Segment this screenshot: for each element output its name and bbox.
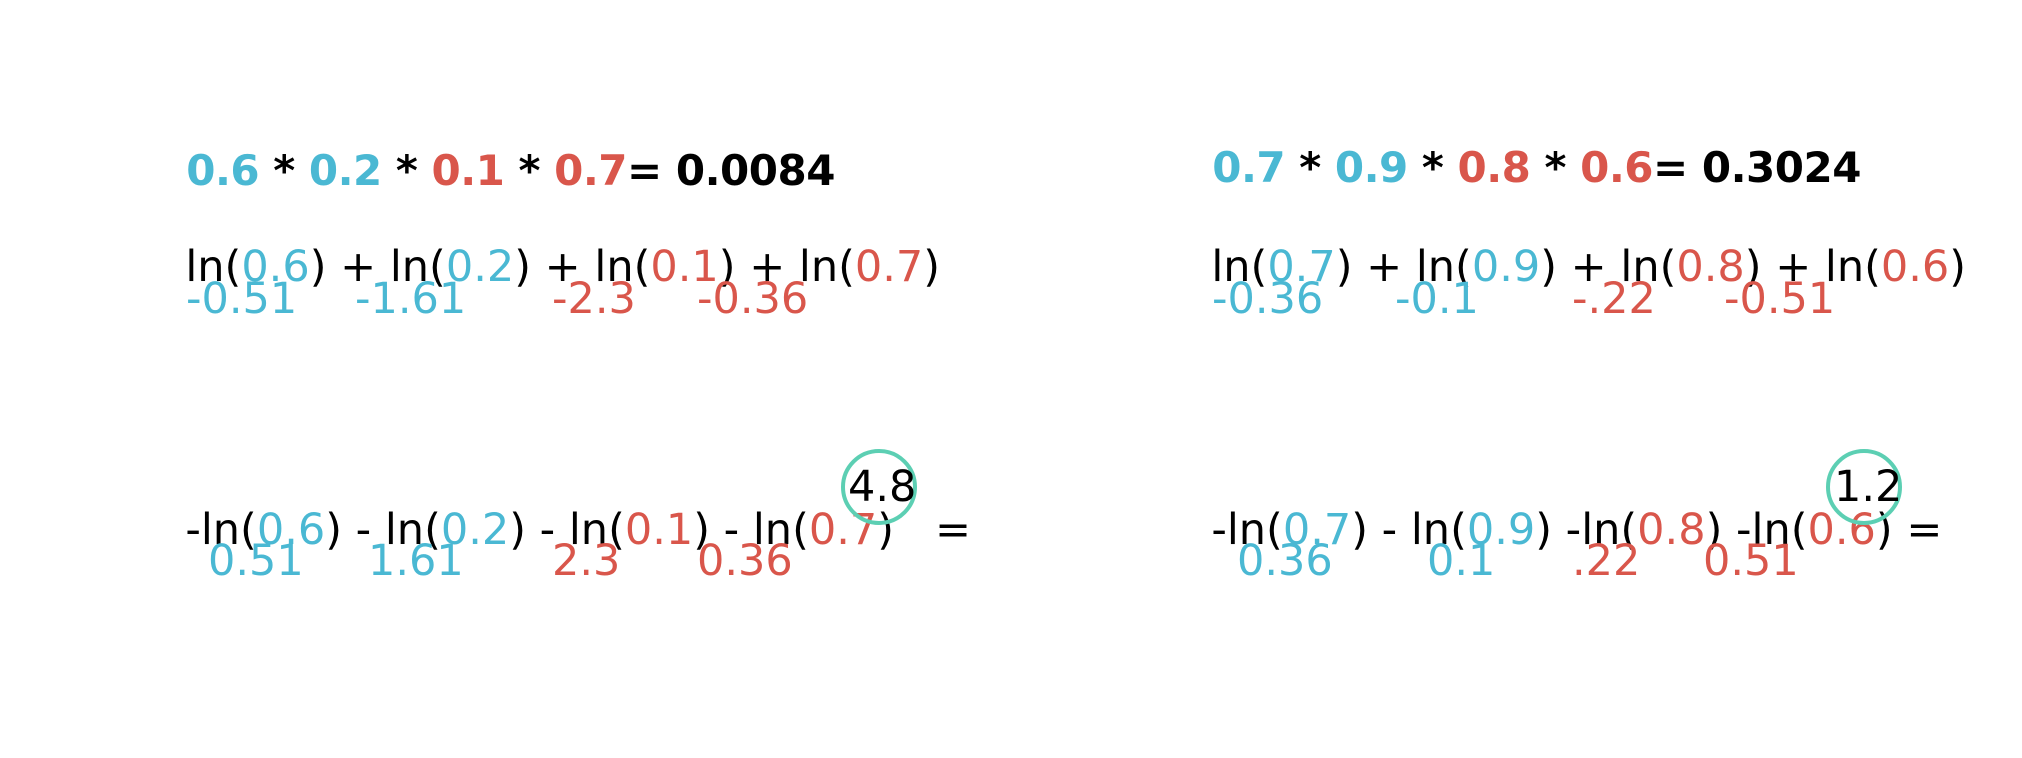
left-neg-a: 0.6 <box>256 505 326 555</box>
right-neg-c: 0.8 <box>1637 505 1706 555</box>
left-ln-d: 0.7 <box>854 242 924 292</box>
left-neg-value-4: 0.36 <box>697 536 793 586</box>
right-ln-value-3: -.22 <box>1572 274 1656 324</box>
left-product-result: = 0.0084 <box>627 146 835 195</box>
right-ln-values: -0.36 -0.1 -.22 -0.51 <box>0 278 1835 493</box>
right-ln-value-4: -0.51 <box>1724 274 1836 324</box>
right-ln-c: 0.8 <box>1676 242 1745 292</box>
right-product-c: 0.8 <box>1457 143 1531 192</box>
right-ln-text-2: ) + ln( <box>1335 242 1472 292</box>
right-ln-a: 0.7 <box>1267 242 1336 292</box>
left-ln-value-3: -2.3 <box>552 274 636 324</box>
left-neg-value-2: 1.61 <box>368 536 464 586</box>
right-ln-text-5: ) <box>1949 242 1967 292</box>
left-product-equation: 0.6 * 0.2 * 0.1 * 0.7= 0.0084 <box>158 108 835 192</box>
left-ln-text-5: ) <box>923 242 941 292</box>
right-product-result: = 0.3024 <box>1653 143 1861 192</box>
left-neg-text-4: ) - ln( <box>693 505 809 555</box>
right-neg-value-3: .22 <box>1572 536 1641 586</box>
left-result-circle <box>841 449 917 525</box>
right-neg-text-2: ) - ln( <box>1351 505 1467 555</box>
right-product-equation: 0.7 * 0.9 * 0.8 * 0.6= 0.3024 <box>1184 105 1861 189</box>
left-product-op2: * <box>381 146 432 195</box>
left-neg-value-3: 2.3 <box>552 536 621 586</box>
left-ln-text-1: ln( <box>185 242 242 292</box>
left-neg-text-2: ) - ln( <box>325 505 441 555</box>
right-neg-values: 0.36 0.1 .22 0.51 <box>0 540 1799 755</box>
left-neg-b: 0.2 <box>440 505 510 555</box>
left-product-c: 0.1 <box>431 146 505 195</box>
right-ln-text-4: ) + ln( <box>1744 242 1881 292</box>
left-ln-value-1: -0.51 <box>186 274 298 324</box>
right-ln-d: 0.6 <box>1880 242 1950 292</box>
right-product-op3: * <box>1530 143 1581 192</box>
right-neg-value-2: 0.1 <box>1427 536 1496 586</box>
right-neg-value-1: 0.36 <box>1237 536 1333 586</box>
left-ln-value-2: -1.61 <box>355 274 467 324</box>
left-ln-a: 0.6 <box>241 242 310 292</box>
right-neg-ln-expression: -ln(0.7) - ln(0.9) -ln(0.8) -ln(0.6) = <box>1184 466 1942 552</box>
left-neg-values: 0.51 1.61 2.3 0.36 <box>0 540 793 755</box>
right-product-op2: * <box>1407 143 1458 192</box>
left-ln-c: 0.1 <box>650 242 719 292</box>
left-ln-values: -0.51 -1.61 -2.3 -0.36 <box>0 278 808 493</box>
left-neg-text-3: ) - ln( <box>509 505 625 555</box>
left-product-a: 0.6 <box>186 146 260 195</box>
left-neg-value-1: 0.51 <box>208 536 304 586</box>
right-result-circle <box>1826 449 1902 525</box>
right-neg-text-3: ) -ln( <box>1535 505 1638 555</box>
left-ln-text-3: ) + ln( <box>514 242 651 292</box>
right-product-op1: * <box>1285 143 1335 192</box>
right-ln-value-2: -0.1 <box>1395 274 1479 324</box>
left-neg-text-1: -ln( <box>185 505 257 555</box>
left-ln-value-4: -0.36 <box>697 274 809 324</box>
left-ln-b: 0.2 <box>445 242 515 292</box>
left-ln-expression: ln(0.6) + ln(0.2) + ln(0.1) + ln(0.7) <box>158 203 940 289</box>
right-ln-text-1: ln( <box>1211 242 1268 292</box>
right-product-d: 0.6 <box>1580 143 1654 192</box>
right-neg-text-4: ) -ln( <box>1705 505 1808 555</box>
left-ln-text-4: ) + ln( <box>718 242 855 292</box>
left-ln-text-2: ) + ln( <box>309 242 446 292</box>
right-ln-expression: ln(0.7) + ln(0.9) + ln(0.8) + ln(0.6) <box>1184 203 1966 289</box>
left-product-d: 0.7 <box>554 146 628 195</box>
left-neg-result: 4.8 <box>848 462 917 512</box>
right-ln-text-3: ) + ln( <box>1540 242 1677 292</box>
left-product-b: 0.2 <box>308 146 382 195</box>
left-product-op3: * <box>504 146 555 195</box>
right-neg-b: 0.9 <box>1466 505 1536 555</box>
right-neg-value-4: 0.51 <box>1703 536 1799 586</box>
right-ln-value-1: -0.36 <box>1212 274 1324 324</box>
right-neg-text-1: -ln( <box>1211 505 1283 555</box>
left-neg-c: 0.1 <box>624 505 694 555</box>
right-product-a: 0.7 <box>1212 143 1286 192</box>
right-neg-a: 0.7 <box>1282 505 1352 555</box>
left-neg-ln-expression: -ln(0.6) - ln(0.2) - ln(0.1) - ln(0.7) = <box>158 466 971 552</box>
right-neg-result: 1.2 <box>1834 462 1903 512</box>
right-ln-b: 0.9 <box>1471 242 1541 292</box>
right-product-b: 0.9 <box>1334 143 1408 192</box>
left-product-op1: * <box>259 146 309 195</box>
